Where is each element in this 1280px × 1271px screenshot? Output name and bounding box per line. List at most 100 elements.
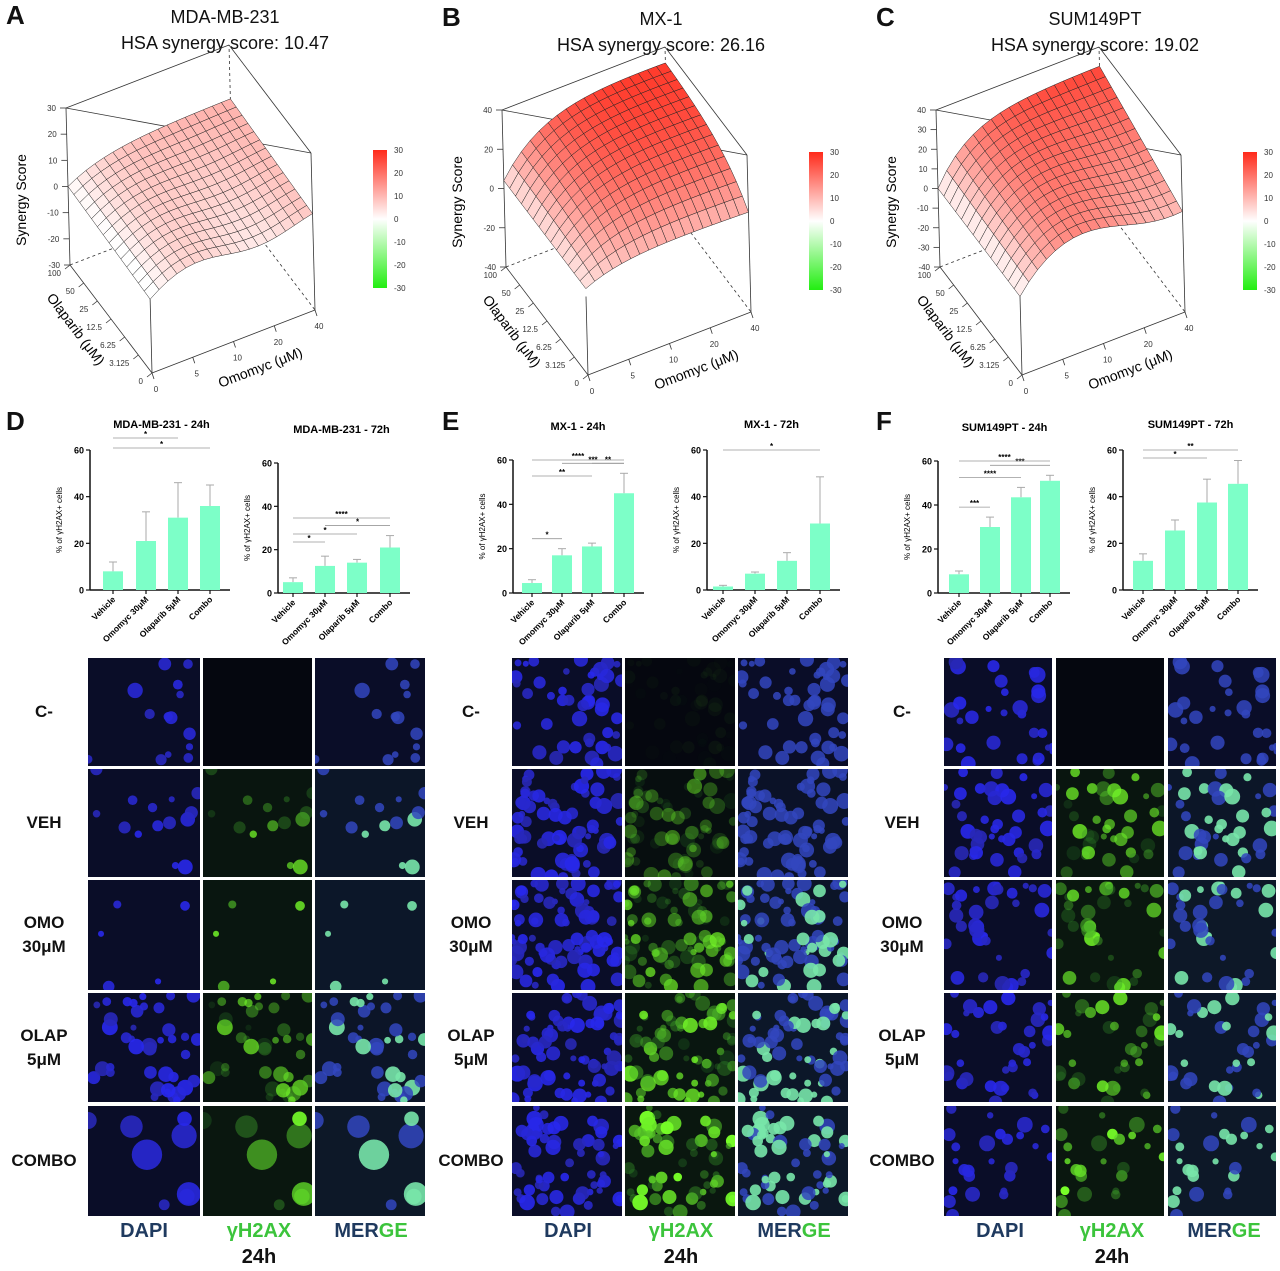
nucleus bbox=[1214, 769, 1227, 780]
nucleus bbox=[567, 949, 582, 965]
nucleus bbox=[98, 930, 105, 937]
nucleus bbox=[804, 909, 820, 925]
nucleus bbox=[670, 906, 678, 915]
nucleus bbox=[1066, 846, 1081, 861]
box-edge bbox=[668, 203, 752, 313]
nucleus bbox=[580, 979, 596, 990]
nucleus bbox=[667, 955, 681, 969]
nucleus bbox=[749, 800, 763, 814]
nucleus bbox=[607, 745, 622, 762]
nucleus bbox=[590, 757, 604, 766]
nucleus bbox=[540, 718, 553, 730]
nucleus bbox=[1193, 846, 1203, 856]
nucleus bbox=[636, 1025, 643, 1032]
dapi-image bbox=[944, 769, 1052, 877]
nucleus bbox=[1113, 993, 1128, 1006]
nucleus bbox=[813, 1059, 828, 1073]
nucleus bbox=[1226, 1066, 1234, 1074]
nucleus bbox=[1070, 769, 1080, 778]
nucleus bbox=[741, 1124, 754, 1138]
nucleus bbox=[1187, 1010, 1194, 1017]
nucleus bbox=[776, 1206, 787, 1216]
nucleus bbox=[546, 1046, 561, 1061]
bar bbox=[810, 523, 830, 590]
nucleus bbox=[691, 1056, 699, 1064]
nucleus bbox=[305, 1033, 312, 1046]
nucleus bbox=[1247, 1058, 1256, 1067]
nucleus bbox=[727, 1060, 735, 1072]
nucleus bbox=[186, 993, 200, 1003]
nucleus bbox=[772, 1046, 787, 1061]
nucleus bbox=[723, 972, 735, 987]
nucleus bbox=[246, 1139, 278, 1170]
nucleus bbox=[573, 1138, 586, 1151]
nucleus bbox=[759, 1106, 766, 1112]
nucleus bbox=[294, 1188, 310, 1205]
nucleus bbox=[615, 1010, 622, 1020]
x-tick-label: Vehicle bbox=[1120, 594, 1148, 622]
olaparib-tick-label: 6.25 bbox=[970, 343, 986, 352]
nucleus bbox=[683, 932, 697, 946]
nucleus bbox=[830, 881, 839, 890]
olaparib-tick bbox=[1003, 356, 1009, 362]
x-tick-label: Combo bbox=[601, 597, 629, 625]
nucleus bbox=[1252, 1088, 1262, 1098]
nucleus bbox=[217, 980, 230, 990]
micrograph bbox=[1056, 993, 1164, 1102]
chart-title: MDA-MB-231 - 24h bbox=[113, 419, 210, 431]
nucleus bbox=[273, 1066, 289, 1082]
nucleus bbox=[822, 798, 839, 814]
nucleus bbox=[632, 1194, 648, 1211]
olaparib-tick-label: 50 bbox=[936, 289, 945, 298]
nucleus bbox=[387, 1083, 403, 1098]
nucleus bbox=[1214, 824, 1224, 834]
nucleus bbox=[752, 1135, 764, 1147]
micrograph bbox=[738, 1106, 848, 1216]
omomyc-tick-label: 0 bbox=[1024, 387, 1029, 396]
nucleus bbox=[955, 920, 967, 932]
nucleus bbox=[288, 680, 298, 690]
nucleus bbox=[1144, 1002, 1158, 1016]
nucleus bbox=[317, 769, 330, 776]
nucleus bbox=[1012, 809, 1026, 823]
nucleus bbox=[789, 995, 796, 1003]
nucleus bbox=[765, 947, 782, 963]
nucleus bbox=[512, 934, 516, 941]
nucleus bbox=[1271, 999, 1276, 1006]
nucleus bbox=[569, 1017, 585, 1033]
nucleus bbox=[706, 1073, 719, 1087]
nucleus bbox=[1081, 922, 1097, 938]
nucleus bbox=[1172, 658, 1188, 670]
nucleus bbox=[259, 1066, 272, 1079]
nucleus bbox=[664, 898, 671, 905]
nucleus bbox=[160, 1083, 176, 1098]
nucleus bbox=[695, 995, 711, 1011]
nucleus bbox=[349, 996, 360, 1007]
nucleus bbox=[641, 1144, 655, 1158]
bar bbox=[713, 586, 733, 590]
nucleus bbox=[410, 659, 420, 669]
nucleus bbox=[1017, 977, 1027, 986]
nucleus bbox=[639, 1010, 648, 1020]
nucleus bbox=[315, 1071, 328, 1085]
nucleus bbox=[625, 964, 637, 980]
merge-label: MERGE bbox=[738, 1220, 850, 1243]
nucleus bbox=[1240, 1116, 1257, 1133]
olaparib-tick-label: 6.25 bbox=[536, 343, 552, 352]
nucleus bbox=[366, 1002, 376, 1011]
nucleus bbox=[576, 1149, 585, 1157]
nucleus bbox=[1180, 811, 1191, 822]
nucleus bbox=[719, 769, 735, 779]
z-tick-label: -40 bbox=[918, 263, 930, 272]
nucleus bbox=[515, 1168, 525, 1178]
y-tick-label: 60 bbox=[922, 457, 932, 467]
nucleus bbox=[245, 1024, 252, 1031]
nucleus bbox=[103, 1012, 118, 1027]
nucleus bbox=[295, 900, 305, 911]
nucleus bbox=[626, 1188, 635, 1197]
nucleus bbox=[548, 807, 563, 822]
nucleus bbox=[695, 694, 709, 707]
nucleus bbox=[749, 1025, 756, 1032]
nucleus bbox=[298, 728, 310, 740]
